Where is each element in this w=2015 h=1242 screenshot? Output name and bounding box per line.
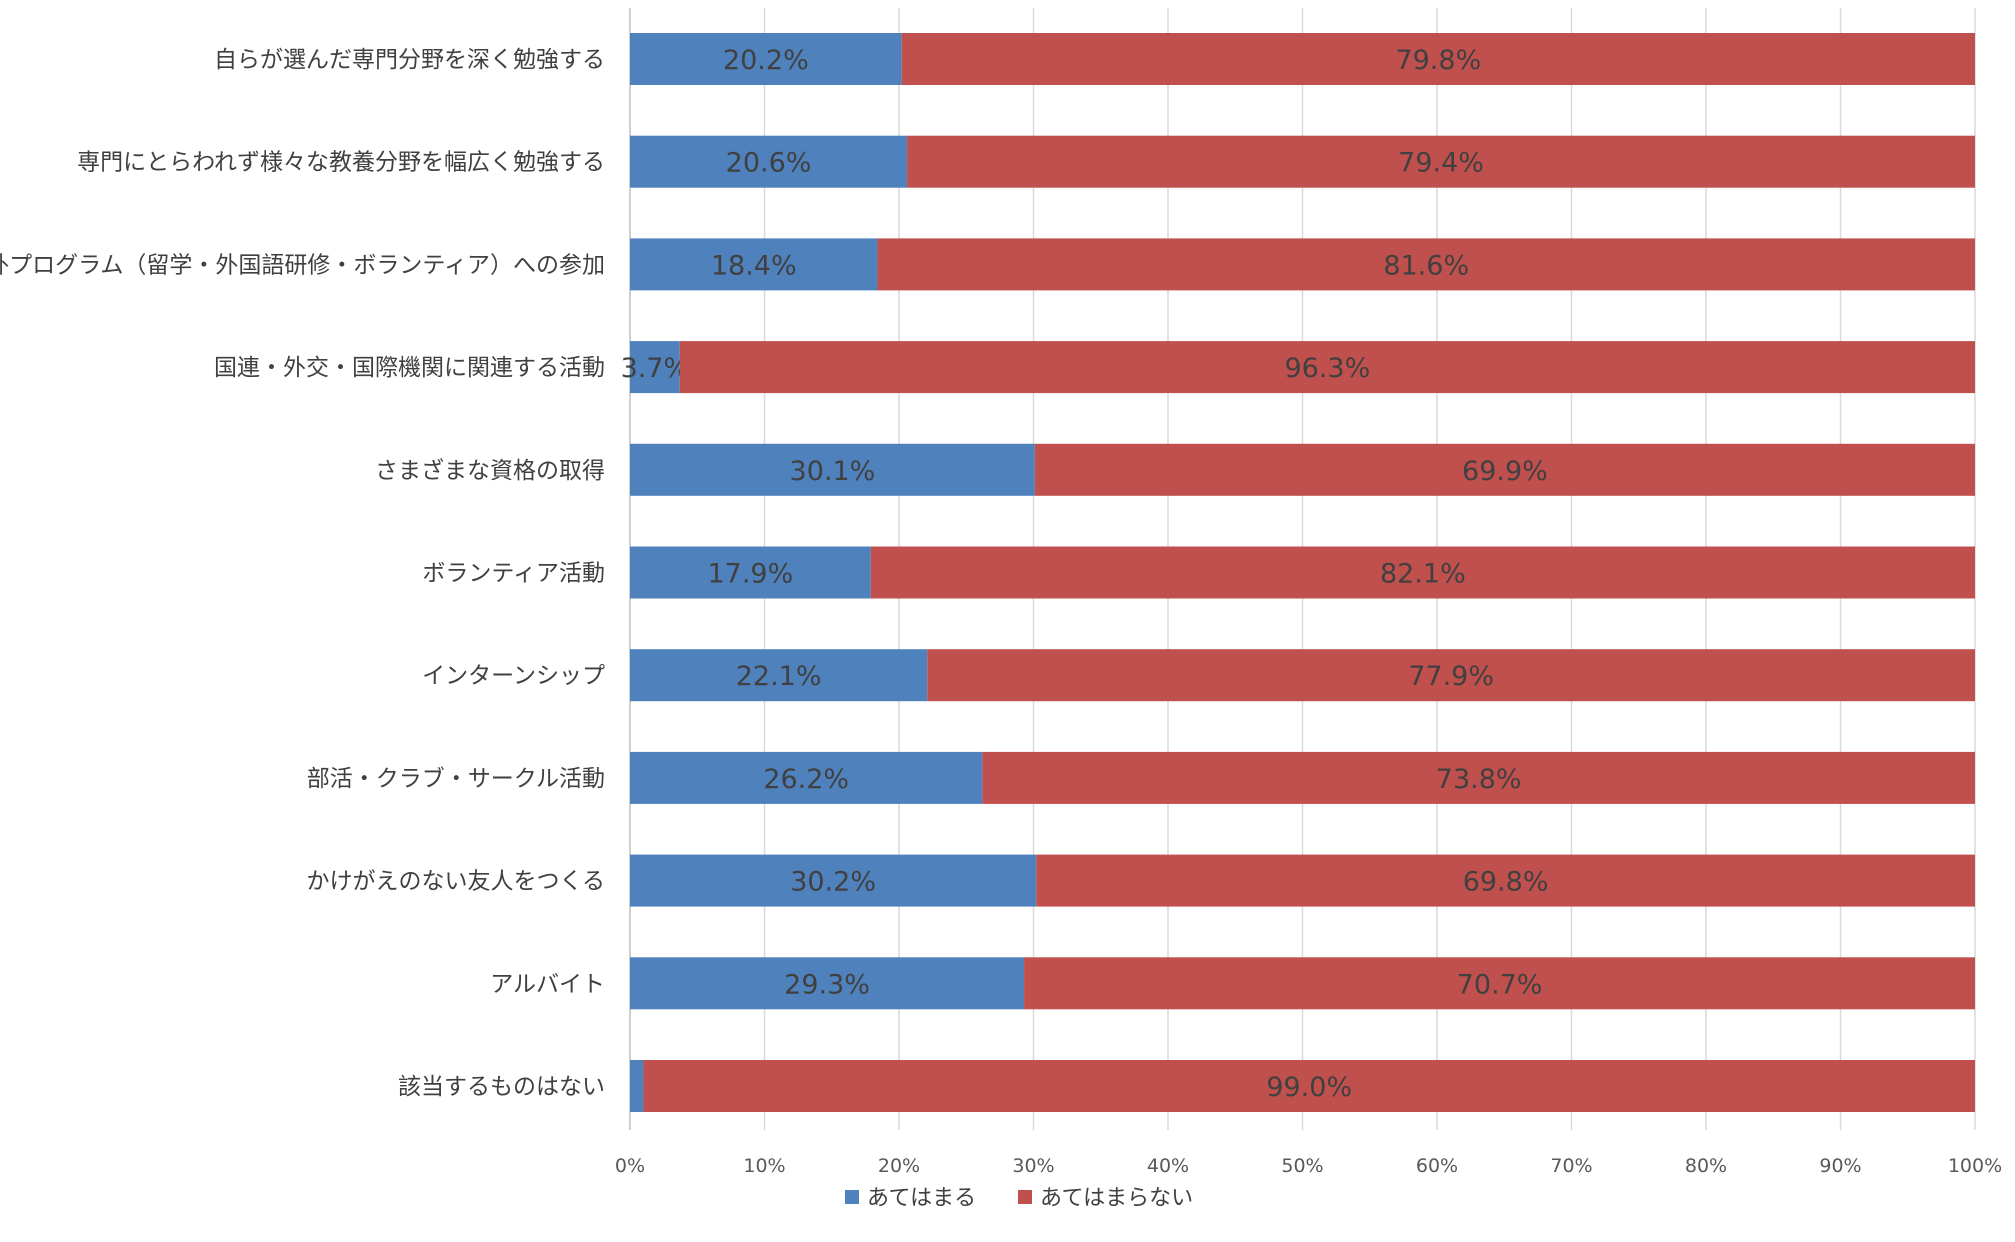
data-label: 20.2% bbox=[723, 45, 809, 76]
data-label: 17.9% bbox=[707, 559, 793, 590]
data-label: 30.2% bbox=[790, 867, 876, 898]
data-label: 26.2% bbox=[763, 764, 849, 795]
x-tick-label: 70% bbox=[1550, 1155, 1592, 1177]
bar-segment-applies bbox=[630, 1060, 644, 1112]
x-tick-labels: 0% 10% 20% 30% 40% 50% 60% 70% 80% 90% 100% bbox=[615, 1155, 2002, 1177]
bar-segment-applies bbox=[630, 135, 908, 188]
x-tick-label: 50% bbox=[1281, 1155, 1323, 1177]
x-tick-label: 10% bbox=[743, 1155, 785, 1177]
category-label: さまざまな資格の取得 bbox=[375, 457, 605, 484]
data-label: 77.9% bbox=[1408, 661, 1494, 692]
data-label: 22.1% bbox=[736, 661, 822, 692]
bars: 20.2% 79.8% 20.6% 79.4% 18.4% 81.6% 3.7% 96.3% 3… bbox=[621, 33, 1976, 1112]
bar-segment-applies bbox=[630, 854, 1037, 907]
x-tick-label: 40% bbox=[1147, 1155, 1189, 1177]
data-label: 99.0% bbox=[1266, 1072, 1352, 1103]
bar-segment-not-applies bbox=[679, 341, 1975, 394]
category-label: 国連・外交・国際機関に関連する活動 bbox=[214, 355, 605, 381]
category-label: アルバイト bbox=[490, 971, 605, 997]
data-label: 82.1% bbox=[1380, 559, 1466, 590]
bar-segment-applies bbox=[630, 751, 983, 804]
bar-segment-not-applies bbox=[1024, 957, 1975, 1010]
category-labels: 自らが選んだ専門分野を深く勉強する専門にとらわれず様々な教養分野を幅広く勉強する… bbox=[0, 47, 605, 1100]
x-tick-label: 100% bbox=[1948, 1155, 2002, 1177]
data-label: 70.7% bbox=[1457, 969, 1543, 1000]
x-tick-label: 80% bbox=[1685, 1155, 1727, 1177]
category-label: インターンシップ bbox=[422, 663, 605, 689]
bar-segment-applies bbox=[630, 443, 1035, 496]
bar-segment-applies bbox=[630, 957, 1025, 1010]
bar-segment-not-applies bbox=[870, 546, 1975, 599]
x-tick-label: 20% bbox=[878, 1155, 920, 1177]
legend-swatch bbox=[845, 1190, 859, 1204]
legend-swatch bbox=[1018, 1190, 1032, 1204]
category-label: 海外プログラム（留学・外国語研修・ボランティア）への参加 bbox=[0, 252, 605, 278]
data-label: 30.1% bbox=[790, 456, 876, 487]
x-tick-label: 60% bbox=[1416, 1155, 1458, 1177]
bar-segment-applies bbox=[630, 546, 871, 599]
legend-label: あてはまらない bbox=[1040, 1186, 1193, 1211]
bar-segment-not-applies bbox=[643, 1060, 1976, 1112]
data-label: 20.6% bbox=[726, 148, 812, 179]
data-label: 73.8% bbox=[1436, 764, 1522, 795]
data-label: 18.4% bbox=[711, 250, 797, 281]
category-label: 自らが選んだ専門分野を深く勉強する bbox=[214, 47, 605, 73]
data-label: 3.7% bbox=[621, 353, 690, 384]
category-label: 専門にとらわれず様々な教養分野を幅広く勉強する bbox=[77, 150, 605, 176]
bar-segment-not-applies bbox=[1034, 443, 1975, 496]
category-label: 該当するものはない bbox=[398, 1074, 605, 1100]
data-label: 96.3% bbox=[1284, 353, 1370, 384]
data-label: 29.3% bbox=[784, 969, 870, 1000]
data-label: 69.9% bbox=[1462, 456, 1548, 487]
bar-segment-not-applies bbox=[877, 238, 1975, 291]
x-tick-label: 0% bbox=[615, 1155, 645, 1177]
bar-segment-applies bbox=[630, 649, 928, 702]
legend: あてはまる あてはまらない bbox=[845, 1186, 1193, 1211]
bar-segment-applies bbox=[630, 341, 680, 394]
bar-segment-not-applies bbox=[1036, 854, 1975, 907]
x-tick-label: 90% bbox=[1819, 1155, 1861, 1177]
category-label: 部活・クラブ・サークル活動 bbox=[307, 766, 605, 792]
bar-segment-applies bbox=[630, 238, 878, 291]
bar-segment-not-applies bbox=[901, 33, 1976, 85]
category-label: かけがえのない友人をつくる bbox=[306, 869, 605, 895]
data-label: 81.6% bbox=[1383, 250, 1469, 281]
category-label: ボランティア活動 bbox=[422, 561, 605, 587]
legend-label: あてはまる bbox=[867, 1186, 976, 1211]
data-label: 79.8% bbox=[1395, 45, 1481, 76]
data-label: 69.8% bbox=[1463, 867, 1549, 898]
data-label: 79.4% bbox=[1398, 148, 1484, 179]
bar-segment-applies bbox=[630, 33, 902, 85]
bar-segment-not-applies bbox=[982, 751, 1975, 804]
bar-segment-not-applies bbox=[927, 649, 1975, 702]
x-tick-label: 30% bbox=[1012, 1155, 1054, 1177]
bar-segment-not-applies bbox=[907, 135, 1975, 188]
